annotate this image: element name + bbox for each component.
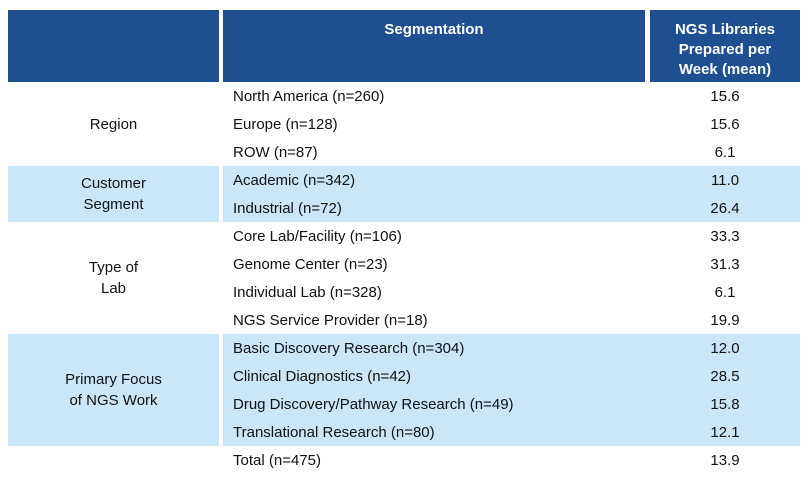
row-label: Core Lab/Facility (n=106) (233, 227, 402, 245)
column-divider (219, 82, 223, 166)
table-row: Basic Discovery Research (n=304) 12.0 (223, 334, 800, 362)
group-rows: North America (n=260) 15.6 Europe (n=128… (223, 82, 800, 166)
table-row: ROW (n=87) 6.1 (223, 138, 800, 166)
row-label: Genome Center (n=23) (233, 255, 388, 273)
header-value-line1: NGS Libraries (674, 21, 776, 38)
row-value: 28.5 (710, 367, 740, 385)
group-label-line: Primary Focus (65, 371, 162, 388)
table-row: Genome Center (n=23) 31.3 (223, 250, 800, 278)
row-label: North America (n=260) (233, 87, 385, 105)
row-value: 11.0 (710, 171, 740, 189)
group-label-line: Type of (88, 259, 139, 276)
header-value-col: NGS Libraries Prepared per Week (mean) (650, 10, 800, 82)
header-value-line3: Week (mean) (678, 61, 772, 78)
group-label-customer-segment: Customer Segment (8, 166, 219, 222)
row-value: 33.3 (710, 227, 740, 245)
header-value-line2: Prepared per (678, 41, 772, 58)
column-divider (219, 446, 223, 474)
group-label-line: Customer (80, 175, 147, 192)
row-label: Translational Research (n=80) (233, 423, 435, 441)
group-rows: Basic Discovery Research (n=304) 12.0 Cl… (223, 334, 800, 446)
group-label-total (8, 446, 219, 474)
table-row: Industrial (n=72) 26.4 (223, 194, 800, 222)
header-group-cell (8, 10, 219, 82)
group-band-type-of-lab: Type of Lab Core Lab/Facility (n=106) 33… (8, 222, 800, 334)
table-row: Total (n=475) 13.9 (223, 446, 800, 474)
ngs-libraries-table: Segmentation NGS Libraries Prepared per … (8, 10, 800, 474)
table-row: Translational Research (n=80) 12.1 (223, 418, 800, 446)
row-label: Clinical Diagnostics (n=42) (233, 367, 411, 385)
row-label: Total (n=475) (233, 451, 321, 469)
row-value: 31.3 (710, 255, 740, 273)
row-label: Basic Discovery Research (n=304) (233, 339, 465, 357)
group-label-line: Region (89, 115, 138, 133)
table-header: Segmentation NGS Libraries Prepared per … (8, 10, 800, 82)
header-segmentation: Segmentation (223, 10, 645, 82)
row-value: 13.9 (710, 451, 740, 469)
table-row: Core Lab/Facility (n=106) 33.3 (223, 222, 800, 250)
column-divider (219, 334, 223, 446)
row-value: 15.8 (710, 395, 740, 413)
row-label: Drug Discovery/Pathway Research (n=49) (233, 395, 514, 413)
table-row: Individual Lab (n=328) 6.1 (223, 278, 800, 306)
row-value: 19.9 (710, 311, 740, 329)
table-row: North America (n=260) 15.6 (223, 82, 800, 110)
table-row: Drug Discovery/Pathway Research (n=49) 1… (223, 390, 800, 418)
row-value: 15.6 (710, 87, 740, 105)
group-label-line: Segment (83, 196, 144, 213)
group-band-customer-segment: Customer Segment Academic (n=342) 11.0 I… (8, 166, 800, 222)
group-rows: Total (n=475) 13.9 (223, 446, 800, 474)
header-segmentation-label: Segmentation (384, 21, 484, 38)
group-band-primary-focus: Primary Focus of NGS Work Basic Discover… (8, 334, 800, 446)
row-label: Academic (n=342) (233, 171, 356, 189)
row-label: ROW (n=87) (233, 143, 318, 161)
row-label: NGS Service Provider (n=18) (233, 311, 428, 329)
column-divider (219, 222, 223, 334)
row-label: Industrial (n=72) (233, 199, 342, 217)
row-value: 15.6 (710, 115, 740, 133)
group-label-line: of NGS Work (69, 392, 158, 409)
group-band-region: Region North America (n=260) 15.6 Europe… (8, 82, 800, 166)
table-row: Academic (n=342) 11.0 (223, 166, 800, 194)
group-rows: Core Lab/Facility (n=106) 33.3 Genome Ce… (223, 222, 800, 334)
group-label-line: Lab (100, 280, 127, 297)
column-divider (219, 166, 223, 222)
row-value: 6.1 (714, 143, 736, 161)
table-row: Clinical Diagnostics (n=42) 28.5 (223, 362, 800, 390)
group-label-region: Region (8, 82, 219, 166)
row-value: 12.0 (710, 339, 740, 357)
group-rows: Academic (n=342) 11.0 Industrial (n=72) … (223, 166, 800, 222)
group-label-type-of-lab: Type of Lab (8, 222, 219, 334)
table-row: NGS Service Provider (n=18) 19.9 (223, 306, 800, 334)
table-row: Europe (n=128) 15.6 (223, 110, 800, 138)
group-label-primary-focus: Primary Focus of NGS Work (8, 334, 219, 446)
row-value: 6.1 (714, 283, 736, 301)
group-band-total: Total (n=475) 13.9 (8, 446, 800, 474)
row-label: Europe (n=128) (233, 115, 338, 133)
row-label: Individual Lab (n=328) (233, 283, 382, 301)
row-value: 12.1 (710, 423, 740, 441)
row-value: 26.4 (710, 199, 740, 217)
